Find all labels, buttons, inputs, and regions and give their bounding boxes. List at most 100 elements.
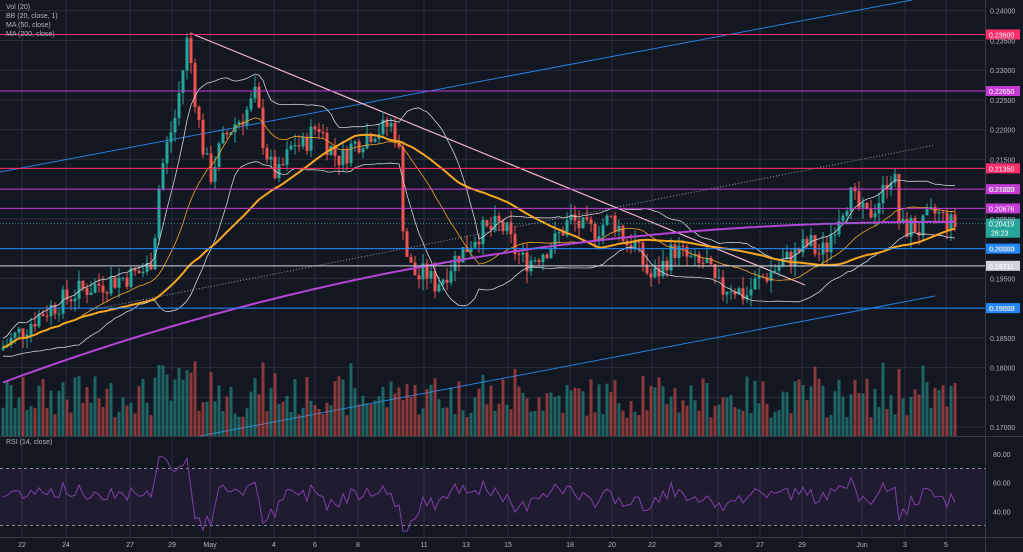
candles — [1, 32, 957, 352]
candle-body — [45, 315, 49, 317]
level-label: 0.19000 — [989, 306, 1014, 313]
volume-bar — [293, 379, 297, 436]
candle-body — [861, 202, 865, 208]
candle-body — [797, 248, 801, 253]
volume-bar — [425, 388, 429, 436]
legend-vol[interactable]: Vol (20) — [6, 4, 31, 11]
volume-bar — [693, 400, 697, 436]
time-tick-label: 5 — [944, 542, 948, 549]
volume-bar — [237, 416, 241, 436]
volume-bar — [337, 376, 341, 436]
rsi-tick-label: 40.00 — [993, 509, 1011, 516]
level-label: 0.21000 — [989, 187, 1014, 194]
legend-ma50[interactable]: MA (50, close) — [6, 22, 51, 29]
candle-body — [173, 117, 177, 133]
candle-body — [649, 273, 653, 278]
volume-bar — [585, 415, 589, 436]
price-tick-label: 0.21500 — [990, 157, 1015, 164]
candle-body — [765, 277, 769, 282]
volume-bar — [925, 382, 929, 436]
candle-body — [133, 268, 137, 271]
candle-body — [717, 277, 721, 279]
candle-body — [881, 184, 885, 204]
volume-bar — [853, 379, 857, 436]
candle-body — [17, 328, 21, 333]
candle-body — [513, 234, 517, 254]
price-tick-label: 0.17500 — [990, 395, 1015, 402]
volume-bar — [93, 376, 97, 436]
legend-bb[interactable]: BB (20, close, 1) — [6, 13, 58, 20]
candle-body — [321, 132, 325, 134]
candle-body — [741, 288, 745, 300]
candle-body — [733, 291, 737, 295]
volume-bar — [9, 385, 13, 436]
price-tick-label: 0.23000 — [990, 68, 1015, 75]
price-tick-label: 0.20000 — [990, 247, 1015, 254]
volume-bar — [389, 381, 393, 436]
volume-bar — [273, 373, 277, 436]
level-label: 0.23600 — [989, 32, 1014, 39]
volume-bar — [713, 405, 717, 436]
volume-bar — [593, 412, 597, 436]
candle-body — [485, 220, 489, 226]
volume-bar — [297, 414, 301, 436]
volume-bar — [525, 398, 529, 436]
volume-bar — [277, 403, 281, 436]
candle-body — [349, 143, 353, 164]
candle-body — [681, 245, 685, 247]
volume-bar — [77, 376, 81, 436]
candle-body — [657, 267, 661, 277]
candle-body — [261, 107, 265, 149]
volume-bar — [217, 385, 221, 436]
volume-bar — [793, 381, 797, 436]
volume-bar — [829, 414, 833, 436]
candle-body — [917, 231, 921, 236]
volume-bar — [5, 381, 9, 436]
candle-body — [253, 86, 257, 99]
volume-bar — [813, 366, 817, 436]
volume-bar — [113, 417, 117, 436]
candle-body — [597, 236, 601, 240]
volume-bar — [125, 405, 129, 436]
volume-bar — [833, 391, 837, 436]
candle-body — [541, 254, 545, 263]
level-label: 0.19711 — [989, 264, 1014, 271]
volume-bar — [905, 415, 909, 436]
time-tick-label: May — [203, 542, 217, 549]
candle-body — [781, 259, 785, 267]
volume-bar — [885, 408, 889, 436]
candle-body — [777, 266, 781, 271]
rsi-legend[interactable]: RSI (14, close) — [6, 439, 53, 446]
candle-body — [197, 107, 201, 120]
volume-bar — [153, 377, 157, 436]
candle-body — [397, 142, 401, 147]
time-tick-label: 27 — [756, 542, 764, 549]
volume-bar — [17, 397, 21, 436]
volume-bar — [645, 410, 649, 436]
candle-body — [309, 126, 313, 151]
legend-ma200[interactable]: MA (200, close) — [6, 31, 55, 38]
volume-bar — [861, 393, 865, 436]
candle-body — [889, 182, 893, 190]
volume-bar — [669, 396, 673, 436]
level-label-bg — [986, 163, 1020, 174]
volume-bar — [941, 385, 945, 436]
volume-bar — [545, 393, 549, 436]
candle-body — [517, 253, 521, 255]
candle-body — [269, 156, 273, 160]
volume-bar — [753, 380, 757, 436]
candle-body — [697, 254, 701, 263]
axes: 0.24000 0.23500 0.23000 0.22500 0.22000 0.215… — [18, 9, 1015, 549]
volume-bar — [781, 391, 785, 436]
candle-body — [849, 187, 853, 212]
volume-bar — [89, 402, 93, 436]
volume-bar — [445, 407, 449, 436]
volume-bar — [485, 404, 489, 436]
volume-bar — [97, 398, 101, 436]
candle-body — [525, 252, 529, 272]
candle-body — [817, 253, 821, 255]
bollinger-upper — [2, 73, 956, 339]
level-label: 0.22650 — [989, 89, 1014, 96]
volume-bar — [629, 401, 633, 436]
volume-bar — [917, 394, 921, 436]
